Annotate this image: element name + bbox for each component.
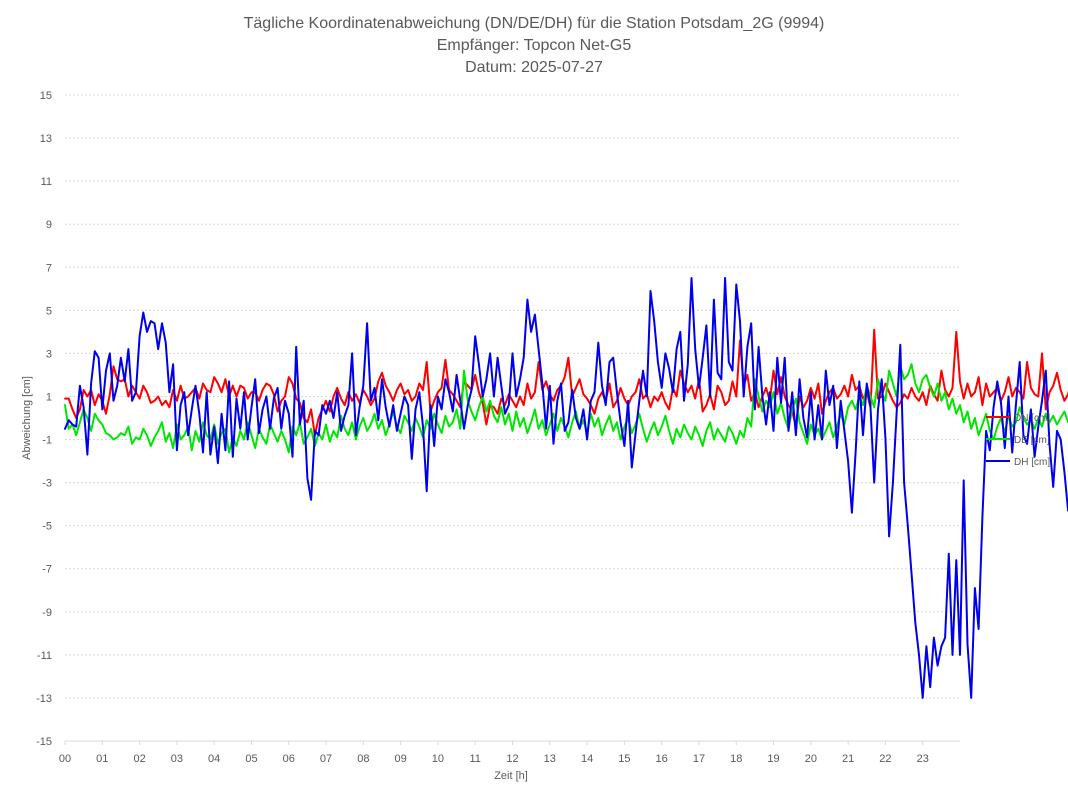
y-tick-label: -11 xyxy=(37,650,52,662)
y-tick-label: 7 xyxy=(46,262,52,274)
x-tick-label: 05 xyxy=(245,753,257,765)
y-tick-label: -9 xyxy=(42,607,52,619)
y-tick-label: -3 xyxy=(42,478,52,490)
x-axis-ticks: 00 01 02 03 04 05 06 07 08 09 10 11 12 13 14 15 16 17 18 19… xyxy=(59,740,960,765)
y-tick-label: -5 xyxy=(42,521,52,533)
x-tick-label: 04 xyxy=(208,753,220,765)
y-tick-label: -13 xyxy=(36,693,52,705)
chart-title-line-2: Empfänger: Topcon Net-G5 xyxy=(437,37,632,54)
x-tick-label: 07 xyxy=(320,753,332,765)
y-tick-label: 15 xyxy=(40,90,52,102)
y-tick-label: -1 xyxy=(42,435,52,447)
chart-title-line-1: Tägliche Koordinatenabweichung (DN/DE/DH… xyxy=(244,15,825,32)
series-lines xyxy=(64,277,1068,699)
y-tick-label: -15 xyxy=(36,736,52,748)
legend-label: DN [cm] xyxy=(1014,413,1050,424)
x-tick-label: 03 xyxy=(171,753,183,765)
chart-title: Tägliche Koordinatenabweichung (DN/DE/DH… xyxy=(244,15,825,76)
x-tick-label: 15 xyxy=(618,753,630,765)
x-tick-label: 08 xyxy=(357,753,369,765)
x-tick-label: 20 xyxy=(805,753,817,765)
x-tick-label: 11 xyxy=(469,753,480,765)
x-tick-label: 17 xyxy=(693,753,705,765)
y-tick-label: 13 xyxy=(40,133,52,145)
x-tick-label: 22 xyxy=(879,753,891,765)
x-tick-label: 13 xyxy=(544,753,556,765)
series-line-dh xyxy=(64,277,1068,699)
y-tick-label: 9 xyxy=(46,219,52,231)
x-tick-label: 09 xyxy=(395,753,407,765)
legend-label: DH [cm] xyxy=(1014,457,1050,468)
x-tick-label: 10 xyxy=(432,753,444,765)
x-tick-label: 00 xyxy=(59,753,71,765)
y-axis-ticks: 15 13 11 9 7 5 3 1 -1 -3 -5 -7 -9 -11 -13 -15 xyxy=(36,90,52,748)
x-tick-label: 01 xyxy=(96,753,108,765)
series-line-dn xyxy=(64,328,1068,437)
chart-title-line-3: Datum: 2025-07-27 xyxy=(465,59,603,76)
y-axis-label: Abweichung [cm] xyxy=(21,376,33,460)
y-tick-label: 5 xyxy=(46,305,52,317)
y-tick-label: -7 xyxy=(42,564,52,576)
legend-label: DE [cm] xyxy=(1014,435,1050,446)
x-tick-label: 19 xyxy=(767,753,779,765)
x-axis-label: Zeit [h] xyxy=(494,770,528,782)
x-tick-label: 23 xyxy=(917,753,929,765)
x-tick-label: 06 xyxy=(283,753,295,765)
x-tick-label: 02 xyxy=(133,753,145,765)
y-tick-label: 1 xyxy=(46,391,52,403)
x-tick-label: 16 xyxy=(656,753,668,765)
x-tick-label: 18 xyxy=(730,753,742,765)
y-tick-label: 11 xyxy=(41,176,52,188)
legend: DN [cm] DE [cm] DH [cm] xyxy=(986,413,1050,468)
y-tick-label: 3 xyxy=(46,348,52,360)
x-tick-label: 21 xyxy=(842,753,854,765)
x-tick-label: 14 xyxy=(581,753,593,765)
series-line-de xyxy=(64,363,1068,454)
x-tick-label: 12 xyxy=(506,753,518,765)
